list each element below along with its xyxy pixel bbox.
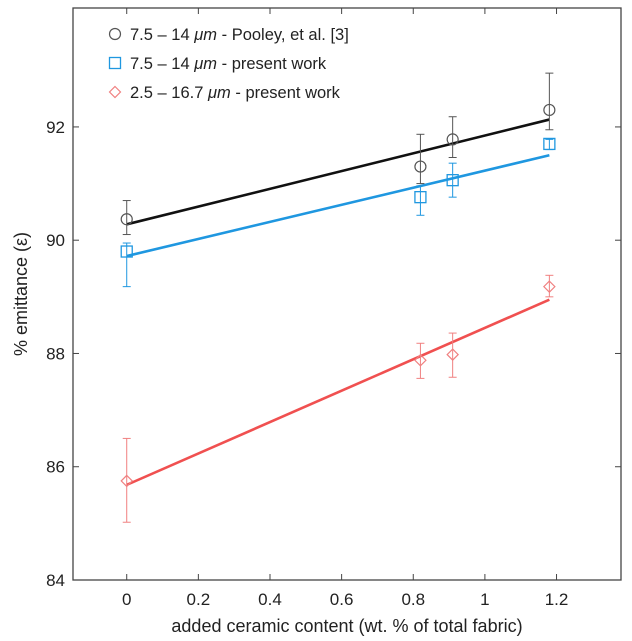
data-point — [543, 103, 556, 117]
legend-marker — [108, 85, 122, 99]
error-bar — [448, 162, 457, 198]
y-axis-label: % emittance (ε) — [11, 232, 31, 356]
error-bars — [122, 72, 554, 523]
error-bar — [416, 342, 425, 379]
data-point — [543, 137, 556, 151]
error-bar — [122, 200, 131, 236]
plot-frame — [72, 7, 622, 581]
data-point — [120, 245, 133, 258]
x-axis-label: added ceramic content (wt. % of total fa… — [171, 616, 522, 636]
fit-line-series-1 — [126, 118, 550, 226]
x-tick-label: 0 — [122, 590, 131, 609]
legend-entry: 2.5 – 16.7 μm - present work — [130, 84, 341, 102]
legend-marker — [108, 56, 122, 70]
fit-lines — [126, 118, 550, 487]
x-tick-labels: 0 0.2 0.4 0.6 0.8 1 1.2 — [122, 590, 568, 609]
legend-marker — [108, 27, 122, 41]
y-tick-label: 92 — [46, 118, 65, 137]
x-tick-label: 0.6 — [330, 590, 354, 609]
x-tick-label: 0.2 — [187, 590, 211, 609]
data-point — [414, 160, 427, 173]
data-point — [446, 348, 460, 361]
error-bar — [448, 116, 457, 159]
error-bar — [448, 332, 457, 378]
axis-ticks — [73, 8, 621, 581]
legend-entry: 7.5 – 14 μm - present work — [130, 55, 327, 73]
legend-entry: 7.5 – 14 μm - Pooley, et al. [3] — [130, 26, 349, 44]
data-point — [543, 280, 556, 293]
error-bar — [545, 274, 554, 298]
y-tick-label: 86 — [46, 458, 65, 477]
error-bar — [416, 185, 425, 216]
fit-line-series-3 — [126, 298, 550, 487]
y-tick-label: 84 — [46, 571, 65, 590]
data-point — [446, 133, 459, 146]
x-tick-label: 1 — [480, 590, 489, 609]
x-tick-label: 0.4 — [258, 590, 282, 609]
y-tick-label: 90 — [46, 231, 65, 250]
error-bar — [416, 133, 425, 185]
data-point — [414, 353, 427, 367]
x-tick-label: 1.2 — [545, 590, 569, 609]
data-point — [120, 474, 134, 488]
data-point — [414, 191, 427, 204]
legend: 7.5 – 14 μm - Pooley, et al. [3] 7.5 – 14… — [108, 26, 349, 102]
y-tick-label: 88 — [46, 344, 65, 363]
error-bar — [545, 72, 554, 131]
y-tick-labels: 84 86 88 90 92 — [46, 118, 65, 590]
data-point — [446, 174, 459, 187]
fit-line-series-2 — [126, 153, 550, 258]
data-point — [120, 213, 133, 226]
error-bar — [122, 437, 131, 523]
data-markers — [120, 103, 556, 488]
error-bar — [122, 242, 131, 288]
x-tick-label: 0.8 — [401, 590, 425, 609]
